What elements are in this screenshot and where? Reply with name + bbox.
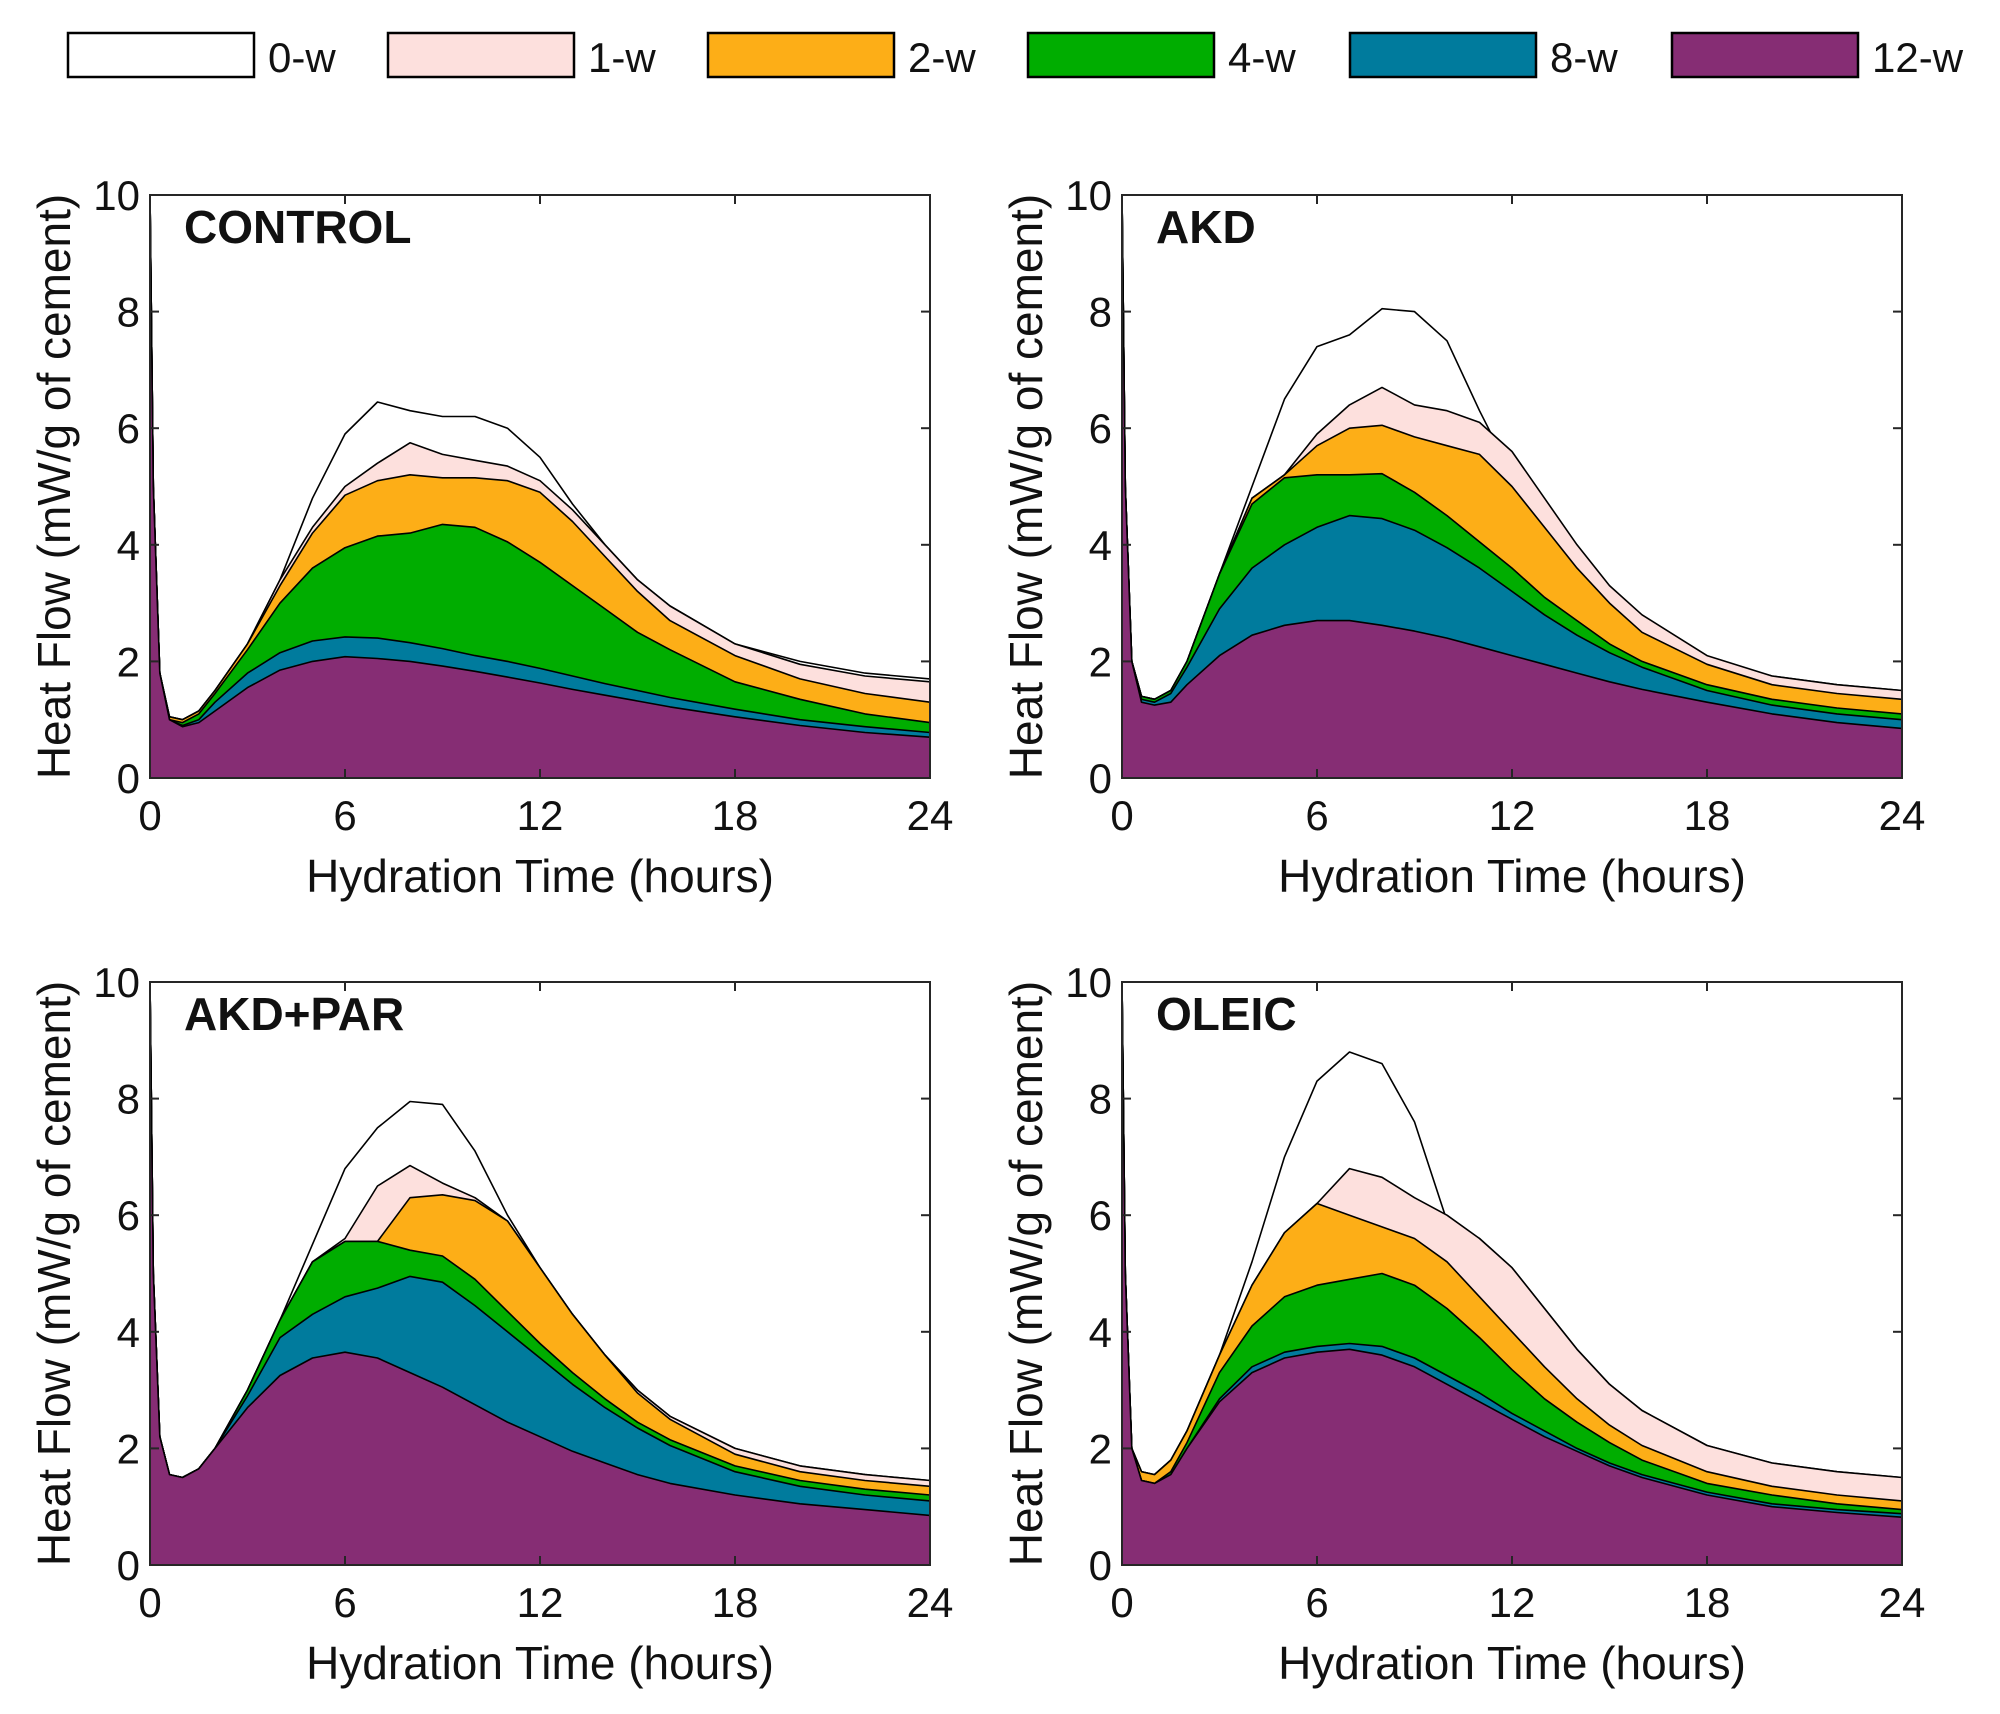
y-tick-label: 8 [1089, 289, 1112, 336]
x-tick-label: 0 [138, 792, 161, 839]
area-group [1122, 982, 1902, 1565]
x-tick-label: 24 [1879, 792, 1926, 839]
y-tick-label: 10 [1065, 959, 1112, 1006]
y-tick-label: 0 [1089, 1542, 1112, 1589]
y-tick-label: 8 [117, 1076, 140, 1123]
legend-label-2w: 2-w [908, 34, 976, 81]
y-tick-label: 0 [1089, 755, 1112, 802]
y-axis-label: Heat Flow (mW/g of cement) [28, 981, 80, 1566]
y-axis-label: Heat Flow (mW/g of cement) [1000, 981, 1052, 1566]
y-tick-label: 4 [117, 522, 140, 569]
y-tick-label: 10 [93, 172, 140, 219]
x-axis-label: Hydration Time (hours) [306, 1637, 774, 1689]
legend-label-1w: 1-w [588, 34, 656, 81]
y-tick-label: 2 [1089, 638, 1112, 685]
y-tick-label: 4 [117, 1309, 140, 1356]
legend-swatch-1w [386, 31, 576, 79]
legend-label-0w: 0-w [268, 34, 336, 81]
panel-title: OLEIC [1156, 988, 1297, 1040]
y-tick-label: 6 [117, 405, 140, 452]
legend-entry: 12-w [1670, 31, 1964, 81]
legend-label-4w: 4-w [1228, 34, 1296, 81]
legend-swatch-12w [1670, 31, 1860, 79]
legend-entry: 8-w [1348, 31, 1618, 81]
legend-swatch-8w [1348, 31, 1538, 79]
x-tick-label: 12 [1489, 1579, 1536, 1626]
y-tick-label: 0 [117, 1542, 140, 1589]
x-tick-label: 12 [517, 1579, 564, 1626]
y-tick-label: 2 [1089, 1425, 1112, 1472]
y-tick-label: 8 [1089, 1076, 1112, 1123]
x-tick-label: 18 [1684, 792, 1731, 839]
y-tick-label: 10 [93, 959, 140, 1006]
x-tick-label: 0 [1110, 1579, 1133, 1626]
x-tick-label: 6 [333, 1579, 356, 1626]
x-tick-label: 12 [1489, 792, 1536, 839]
area-series-4-w [150, 195, 930, 778]
x-tick-label: 6 [1305, 1579, 1328, 1626]
y-tick-label: 4 [1089, 522, 1112, 569]
panel-title: AKD [1156, 201, 1256, 253]
y-tick-label: 6 [1089, 405, 1112, 452]
legend-swatch-0w [66, 31, 256, 79]
x-tick-label: 6 [333, 792, 356, 839]
y-axis-label: Heat Flow (mW/g of cement) [28, 194, 80, 779]
area-series-12-w [150, 982, 930, 1565]
legend-entry: 4-w [1026, 31, 1296, 81]
y-tick-label: 2 [117, 1425, 140, 1472]
x-tick-label: 18 [712, 792, 759, 839]
x-axis-label: Hydration Time (hours) [1278, 1637, 1746, 1689]
y-tick-label: 2 [117, 638, 140, 685]
legend-entry: 2-w [706, 31, 976, 81]
y-tick-label: 10 [1065, 172, 1112, 219]
x-axis-label: Hydration Time (hours) [1278, 850, 1746, 902]
area-series-12-w [150, 195, 930, 778]
legend-swatch-2w [706, 31, 896, 79]
y-tick-label: 6 [1089, 1192, 1112, 1239]
x-tick-label: 0 [138, 1579, 161, 1626]
legend-label-8w: 8-w [1550, 34, 1618, 81]
x-axis-label: Hydration Time (hours) [306, 850, 774, 902]
x-tick-label: 18 [1684, 1579, 1731, 1626]
y-tick-label: 8 [117, 289, 140, 336]
y-tick-label: 0 [117, 755, 140, 802]
legend: 0-w 1-w 2-w 4-w 8-w 12-w [66, 31, 1964, 81]
panel-title: CONTROL [184, 201, 411, 253]
legend-label-12w: 12-w [1872, 34, 1964, 81]
legend-entry: 0-w [66, 31, 336, 81]
panel-title: AKD+PAR [184, 988, 404, 1040]
legend-swatch-4w [1026, 31, 1216, 79]
area-series-12-w [1122, 195, 1902, 778]
area-series-12-w [1122, 982, 1902, 1565]
y-tick-label: 4 [1089, 1309, 1112, 1356]
x-tick-label: 24 [907, 792, 954, 839]
y-tick-label: 6 [117, 1192, 140, 1239]
area-group [150, 982, 930, 1565]
legend-entry: 1-w [386, 31, 656, 81]
x-tick-label: 6 [1305, 792, 1328, 839]
area-group [1122, 195, 1902, 778]
x-tick-label: 0 [1110, 792, 1133, 839]
x-tick-label: 12 [517, 792, 564, 839]
area-group [150, 195, 930, 778]
x-tick-label: 18 [712, 1579, 759, 1626]
y-axis-label: Heat Flow (mW/g of cement) [1000, 194, 1052, 779]
x-tick-label: 24 [907, 1579, 954, 1626]
x-tick-label: 24 [1879, 1579, 1926, 1626]
